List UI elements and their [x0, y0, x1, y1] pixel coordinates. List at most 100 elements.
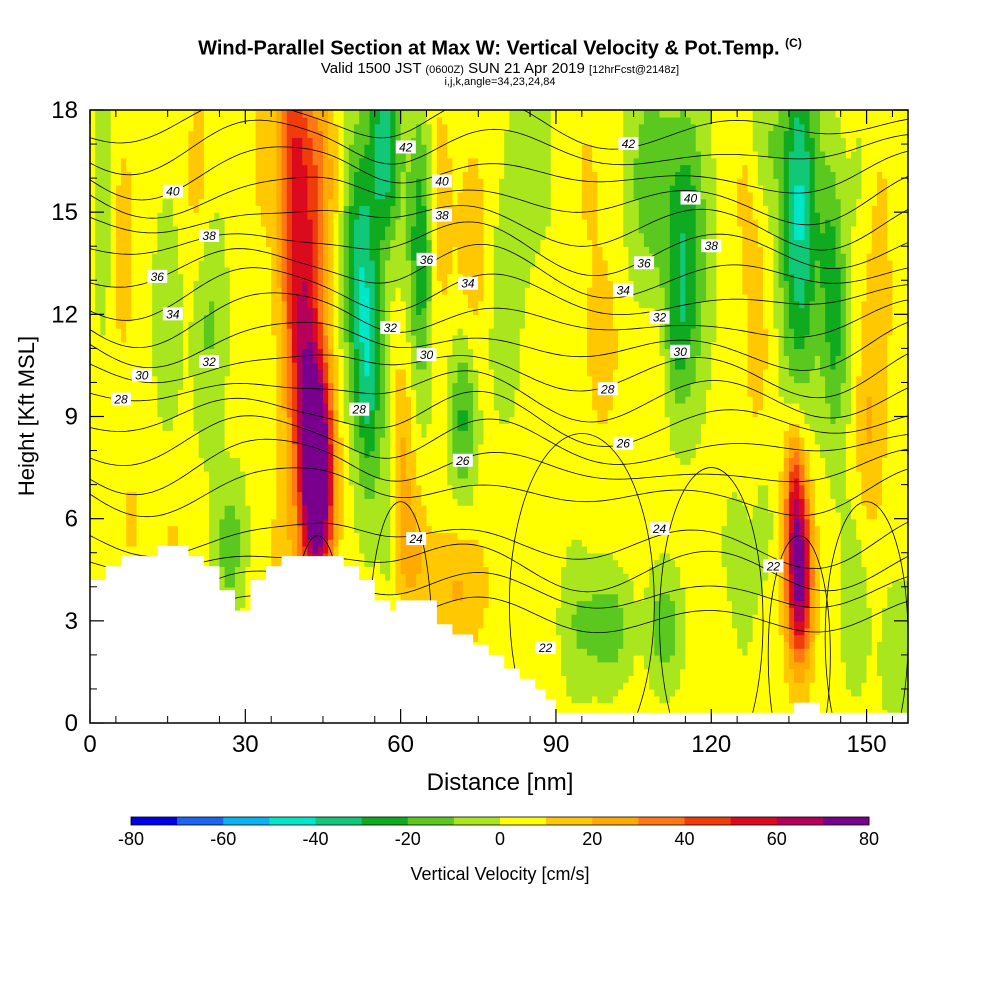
velocity-cell: [110, 355, 117, 363]
velocity-cell: [193, 178, 200, 186]
velocity-cell: [343, 464, 350, 472]
velocity-cell: [364, 498, 371, 506]
velocity-cell: [95, 116, 102, 125]
velocity-cell: [162, 334, 169, 343]
velocity-cell: [141, 321, 148, 329]
velocity-cell: [369, 559, 376, 568]
velocity-cell: [328, 511, 335, 520]
velocity-cell: [162, 123, 169, 132]
velocity-cell: [302, 212, 309, 220]
velocity-cell: [203, 116, 210, 125]
velocity-cell: [178, 368, 184, 377]
velocity-cell: [172, 157, 179, 166]
velocity-cell: [328, 157, 335, 166]
velocity-cell: [188, 246, 195, 254]
velocity-cell: [255, 266, 262, 275]
velocity-cell: [126, 232, 133, 241]
velocity-cell: [203, 130, 210, 138]
velocity-cell: [307, 505, 314, 513]
velocity-cell: [183, 218, 190, 227]
velocity-cell: [100, 253, 107, 261]
velocity-cell: [121, 246, 127, 254]
velocity-cell: [348, 110, 355, 118]
velocity-cell: [110, 416, 117, 425]
velocity-cell: [348, 144, 355, 152]
velocity-cell: [110, 137, 117, 145]
velocity-cell: [359, 443, 366, 452]
velocity-cell: [271, 430, 278, 438]
velocity-cell: [260, 559, 267, 568]
velocity-cell: [286, 498, 293, 506]
velocity-cell: [312, 368, 319, 377]
velocity-cell: [100, 171, 107, 179]
velocity-cell: [90, 293, 96, 302]
velocity-cell: [328, 532, 335, 540]
velocity-cell: [209, 532, 215, 540]
velocity-cell: [234, 586, 241, 595]
velocity-cell: [322, 362, 329, 370]
velocity-cell: [167, 539, 174, 547]
velocity-cell: [183, 539, 190, 547]
velocity-cell: [338, 443, 345, 452]
velocity-cell: [162, 232, 169, 241]
velocity-cell: [172, 539, 179, 547]
velocity-cell: [224, 205, 231, 213]
velocity-cell: [90, 477, 96, 486]
velocity-cell: [240, 423, 247, 431]
velocity-cell: [172, 164, 179, 172]
velocity-cell: [203, 110, 210, 118]
velocity-cell: [307, 477, 314, 486]
velocity-cell: [100, 116, 107, 125]
velocity-cell: [224, 552, 231, 561]
velocity-cell: [136, 362, 143, 370]
velocity-cell: [198, 545, 205, 554]
velocity-cell: [167, 144, 174, 152]
velocity-cell: [234, 491, 241, 499]
velocity-cell: [307, 539, 314, 547]
velocity-cell: [105, 396, 112, 404]
velocity-cell: [188, 457, 195, 465]
velocity-cell: [281, 259, 288, 268]
velocity-cell: [255, 232, 262, 241]
velocity-cell: [136, 198, 143, 207]
velocity-cell: [157, 157, 164, 166]
velocity-cell: [328, 457, 335, 465]
velocity-cell: [271, 300, 278, 309]
velocity-cell: [307, 355, 314, 363]
velocity-cell: [297, 137, 303, 145]
velocity-cell: [369, 341, 376, 350]
velocity-cell: [286, 157, 293, 166]
velocity-cell: [359, 430, 366, 438]
velocity-cell: [178, 178, 184, 186]
velocity-cell: [146, 525, 153, 533]
velocity-cell: [333, 355, 340, 363]
velocity-cell: [240, 559, 247, 568]
velocity-cell: [183, 505, 190, 513]
velocity-cell: [255, 123, 262, 132]
velocity-cell: [203, 484, 210, 493]
velocity-cell: [95, 545, 102, 554]
velocity-cell: [343, 470, 350, 479]
velocity-cell: [162, 348, 169, 356]
velocity-cell: [312, 464, 319, 472]
velocity-cell: [343, 307, 350, 316]
velocity-cell: [146, 280, 153, 288]
velocity-cell: [178, 293, 184, 302]
velocity-cell: [333, 327, 340, 336]
velocity-cell: [364, 144, 371, 152]
velocity-cell: [281, 498, 288, 506]
velocity-cell: [131, 184, 138, 193]
velocity-cell: [369, 348, 376, 356]
velocity-cell: [271, 518, 278, 527]
velocity-cell: [193, 368, 200, 377]
velocity-cell: [115, 436, 122, 445]
velocity-cell: [234, 545, 241, 554]
velocity-cell: [131, 341, 138, 350]
velocity-cell: [178, 389, 184, 397]
velocity-cell: [266, 266, 272, 275]
velocity-cell: [307, 416, 314, 425]
velocity-cell: [141, 348, 148, 356]
velocity-cell: [364, 470, 371, 479]
velocity-cell: [322, 239, 329, 247]
velocity-cell: [291, 246, 298, 254]
